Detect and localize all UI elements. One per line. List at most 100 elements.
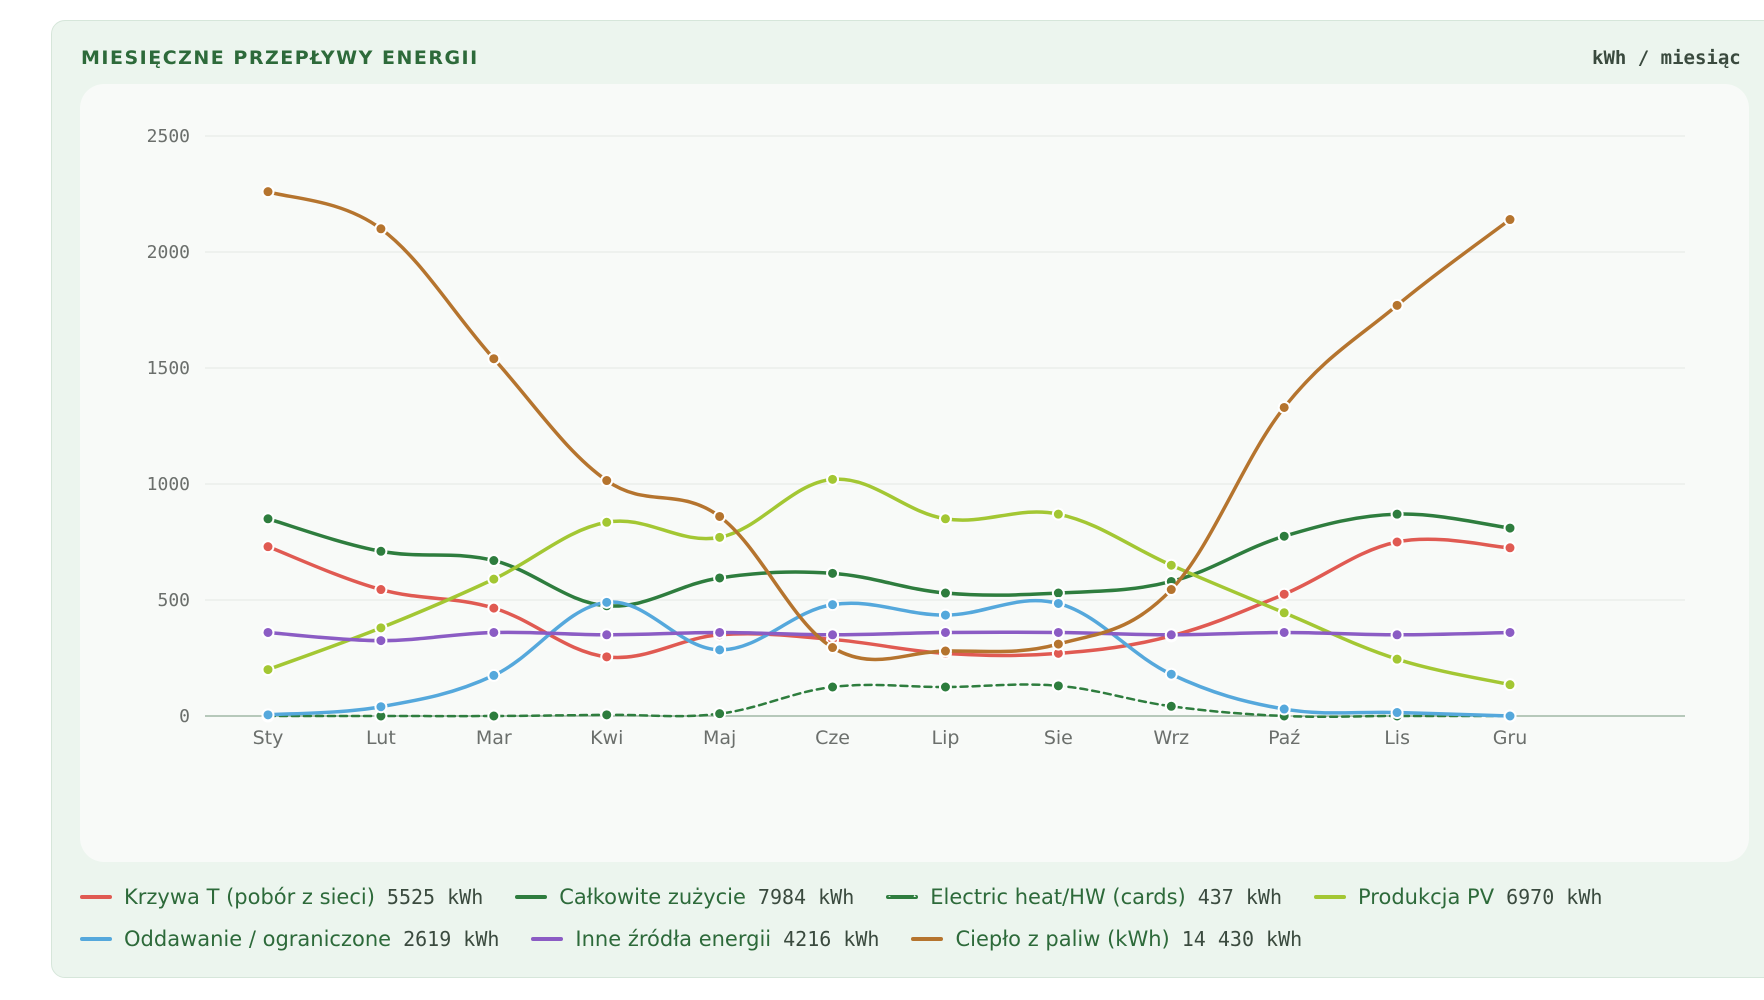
data-point — [600, 474, 614, 488]
data-point — [600, 650, 614, 664]
legend-item[interactable]: Inne źródła energii 4216 kWh — [531, 927, 879, 951]
data-point — [713, 571, 727, 585]
data-point — [487, 625, 501, 639]
data-point — [826, 641, 840, 655]
data-point — [713, 625, 727, 639]
line-chart: 0 500 1000 1500 2000 2500 Sty Lut Mar Kwi Maj Cze Li… — [147, 126, 1685, 749]
data-point — [1164, 583, 1178, 597]
y-tick-label: 2500 — [147, 126, 190, 147]
unit-label: kWh / miesiąc — [1592, 47, 1741, 69]
data-point — [1164, 699, 1178, 713]
data-point — [600, 708, 614, 722]
legend-row: Oddawanie / ograniczone 2619 kWh Inne źród… — [80, 918, 1730, 960]
y-tick-label: 0 — [179, 706, 190, 727]
data-point — [826, 598, 840, 612]
data-point — [1390, 706, 1404, 720]
data-point — [1503, 541, 1517, 555]
legend-row: Krzywa T (pobór z sieci) 5525 kWh Całkowit… — [80, 876, 1730, 918]
x-tick-label: Wrz — [1153, 727, 1189, 749]
legend-item[interactable]: Produkcja PV 6970 kWh — [1314, 885, 1602, 909]
data-point — [713, 530, 727, 544]
data-point — [261, 625, 275, 639]
series-line — [266, 512, 1512, 608]
data-point — [1390, 507, 1404, 521]
data-point — [1277, 400, 1291, 414]
data-point — [1503, 213, 1517, 227]
data-point — [826, 628, 840, 642]
card-title: MIESIĘCZNE PRZEPŁYWY ENERGII — [81, 47, 479, 69]
data-point — [487, 352, 501, 366]
data-point — [1277, 587, 1291, 601]
x-tick-label: Sie — [1044, 727, 1073, 749]
legend-item[interactable]: Oddawanie / ograniczone 2619 kWh — [80, 927, 499, 951]
data-point — [713, 707, 727, 721]
data-point — [1051, 625, 1065, 639]
legend-label: Całkowite zużycie — [559, 885, 746, 909]
series-line — [266, 189, 1512, 662]
data-point — [261, 708, 275, 722]
legend-label: Produkcja PV — [1358, 885, 1495, 909]
y-tick-label: 500 — [157, 590, 190, 611]
legend-label: Krzywa T (pobór z sieci) — [124, 885, 375, 909]
data-point — [938, 644, 952, 658]
data-point — [1390, 535, 1404, 549]
legend-swatch — [80, 937, 112, 941]
data-point — [261, 512, 275, 526]
data-point — [938, 608, 952, 622]
legend-total: 2619 kWh — [403, 927, 500, 951]
series-line — [266, 683, 1512, 719]
x-tick-label: Mar — [476, 727, 512, 749]
data-point — [1503, 521, 1517, 535]
legend-total: 14 430 kWh — [1181, 927, 1303, 951]
data-point — [938, 512, 952, 526]
legend-label: Oddawanie / ograniczone — [124, 927, 392, 951]
data-point — [1277, 606, 1291, 620]
data-point — [1164, 628, 1178, 642]
data-point — [261, 663, 275, 677]
x-tick-label: Lut — [366, 727, 396, 749]
data-point — [1390, 652, 1404, 666]
legend-total: 4216 kWh — [783, 927, 880, 951]
data-point — [1164, 667, 1178, 681]
legend-item[interactable]: Electric heat/HW (cards) 437 kWh — [886, 885, 1282, 909]
data-point — [938, 680, 952, 694]
legend-swatch — [531, 937, 564, 941]
data-point — [374, 222, 388, 236]
data-point — [1164, 558, 1178, 572]
data-point — [374, 700, 388, 714]
legend-swatch — [911, 937, 944, 941]
data-point — [600, 595, 614, 609]
legend-total: 7984 kWh — [757, 885, 855, 909]
data-point — [487, 554, 501, 568]
chart-area: 0 500 1000 1500 2000 2500 Sty Lut Mar Kwi Maj Cze Li… — [80, 84, 1749, 862]
data-point — [374, 583, 388, 597]
legend-swatch — [515, 895, 548, 899]
series-line — [266, 477, 1512, 687]
data-point — [261, 540, 275, 554]
legend-item[interactable]: Krzywa T (pobór z sieci) 5525 kWh — [80, 885, 483, 909]
data-point — [1277, 625, 1291, 639]
data-point — [938, 586, 952, 600]
legend-swatch — [1314, 895, 1347, 899]
data-point — [713, 643, 727, 657]
data-point — [1051, 679, 1065, 693]
data-point — [261, 185, 275, 199]
y-tick-label: 1000 — [147, 474, 190, 495]
x-tick-label: Maj — [703, 727, 736, 749]
x-tick-label: Paź — [1268, 727, 1300, 749]
legend-label: Ciepło z paliw (kWh) — [955, 927, 1170, 951]
data-point — [600, 628, 614, 642]
data-point — [826, 680, 840, 694]
legend-label: Electric heat/HW (cards) — [930, 885, 1186, 909]
legend-item[interactable]: Ciepło z paliw (kWh) 14 430 kWh — [911, 927, 1302, 951]
legend-total: 5525 kWh — [386, 885, 484, 909]
data-point — [826, 472, 840, 486]
legend-item[interactable]: Całkowite zużycie 7984 kWh — [515, 885, 854, 909]
legend-swatch — [886, 895, 919, 899]
x-tick-label: Kwi — [590, 727, 623, 749]
series-line — [266, 537, 1512, 660]
data-point — [1051, 507, 1065, 521]
x-tick-label: Lis — [1384, 727, 1410, 749]
data-point — [826, 566, 840, 580]
data-point — [1051, 637, 1065, 651]
